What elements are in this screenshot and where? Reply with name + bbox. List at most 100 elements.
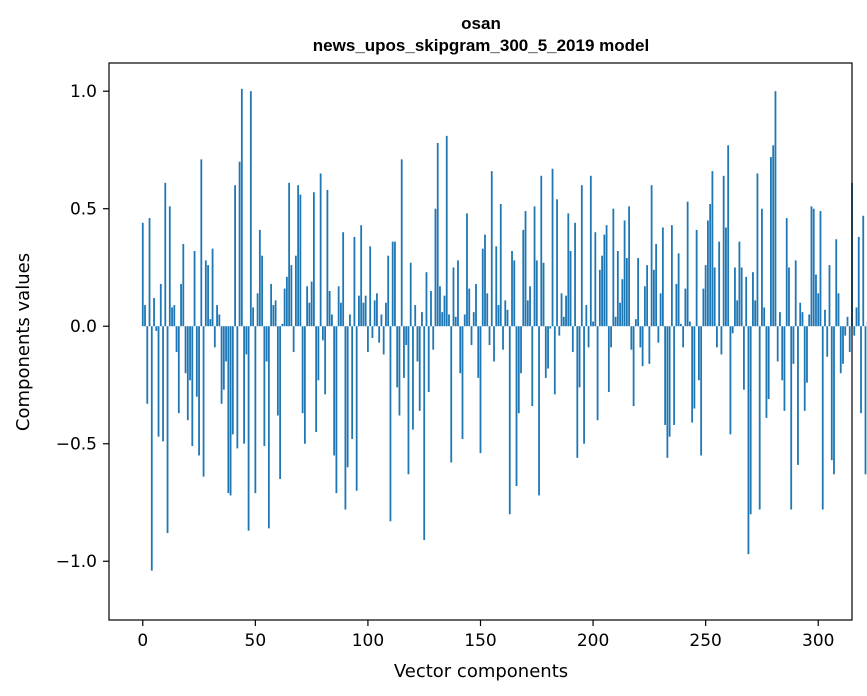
bar [180,283,182,327]
y-tick-label: −1.0 [56,552,97,572]
bar [619,302,621,327]
bar [425,272,428,327]
bar [360,225,363,327]
bar [367,326,369,353]
bar [351,326,354,440]
bar [587,326,590,348]
bar [254,326,257,494]
bar [679,323,682,327]
bar [504,300,507,327]
bar [779,312,781,327]
bar [725,227,727,327]
bar [754,300,757,327]
bar [479,326,482,454]
bar [643,286,646,327]
bar [810,206,813,327]
bar [682,326,685,348]
x-tick-label: 300 [802,631,834,651]
bar [709,204,712,327]
x-tick-label: 150 [464,631,496,651]
bar [153,298,155,327]
bar [835,239,838,327]
bar [691,326,694,423]
bar [371,326,374,338]
bar [439,286,441,327]
bar [148,218,151,327]
bar [373,300,376,327]
bar [580,185,583,327]
bar [542,262,545,327]
bar [551,168,554,327]
bar [164,182,167,327]
bar [589,175,592,327]
bar [817,293,820,327]
bar [222,326,225,390]
bar [540,175,543,327]
x-tick-label: 250 [689,631,721,651]
bar [283,288,286,327]
bar [565,295,567,327]
bar [303,326,306,444]
bar [765,326,768,418]
bar [743,326,745,390]
bar [216,305,218,327]
bar [801,312,804,327]
y-tick-label: 1.0 [70,82,97,102]
bar [317,326,320,381]
bar [610,326,612,348]
bar [846,316,849,327]
bar [855,307,858,327]
bar [598,269,601,327]
bar [234,185,236,327]
bar [385,302,387,327]
bar [761,208,763,327]
bar [166,326,169,534]
bar [421,312,423,327]
bar [378,326,381,343]
bar [443,295,446,327]
bar [544,326,547,378]
bar [538,326,540,496]
bar [693,326,696,409]
bar [520,326,522,374]
bar [601,255,603,327]
bar [247,326,250,531]
bar [821,326,824,510]
bar [493,326,495,362]
bar [396,326,399,388]
bar [157,326,160,437]
bar [218,314,221,327]
bar [781,326,784,381]
bar [150,326,153,571]
bar [824,309,826,327]
bar [387,255,390,327]
bar [294,255,297,327]
bar [625,258,628,327]
bar [256,293,259,327]
bar [499,204,502,327]
bar [799,302,802,327]
bar [389,326,392,522]
bar [553,326,556,395]
bar [342,232,345,327]
bar [704,265,707,327]
bar [213,326,216,348]
bar [344,326,347,510]
bar [747,326,750,555]
bar [797,326,799,465]
bar [267,326,270,529]
bar [144,305,146,327]
bar [806,326,808,383]
bar [146,326,149,404]
bar [173,305,176,327]
bar [819,211,822,327]
bar [432,326,435,350]
bar [195,326,198,397]
bar [414,305,417,327]
bar [844,326,847,336]
bar [556,199,558,327]
bar [758,326,761,510]
bar [189,326,191,381]
bar [328,290,331,327]
